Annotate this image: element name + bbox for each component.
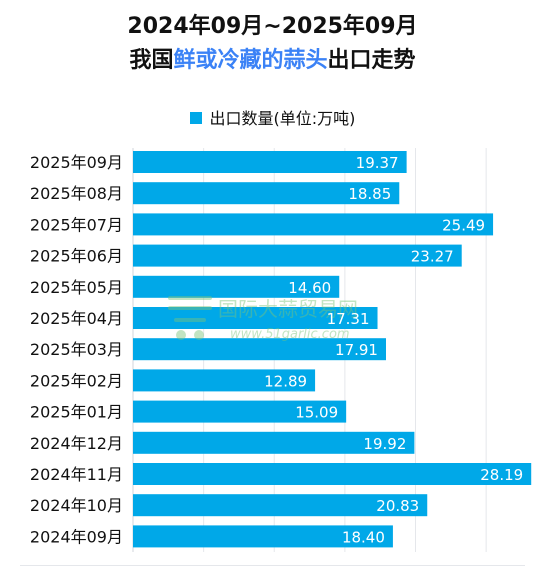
- subtitle-highlight: 鲜或冷藏的蒜头: [173, 48, 328, 73]
- bar-value-label: 25.49: [442, 216, 485, 234]
- category-label: 2025年05月: [30, 278, 123, 297]
- bar-value-label: 14.60: [288, 279, 331, 297]
- watermark-url: www.51garlic.com: [230, 327, 350, 342]
- bar: [133, 338, 386, 361]
- subtitle-prefix: 我国: [129, 48, 174, 73]
- bar: [133, 494, 428, 517]
- category-label: 2025年07月: [30, 215, 123, 234]
- bar: [133, 463, 532, 485]
- bar-value-label: 12.89: [264, 372, 307, 390]
- category-label: 2024年12月: [30, 434, 123, 453]
- category-label: 2025年01月: [30, 403, 123, 422]
- bar-value-label: 19.37: [356, 154, 399, 172]
- category-label: 2024年10月: [30, 496, 123, 515]
- category-label: 2025年09月: [30, 153, 123, 172]
- bar: [133, 244, 462, 267]
- legend-label: 出口数量(单位:万吨): [209, 109, 356, 128]
- bar-value-label: 18.40: [342, 528, 385, 546]
- subtitle-suffix: 出口走势: [327, 48, 416, 73]
- chart-title: 2024年09月~2025年09月: [127, 14, 418, 39]
- bar-value-label: 19.92: [363, 435, 406, 453]
- watermark-text: 国际大蒜贸易网: [218, 297, 358, 321]
- category-label: 2025年08月: [30, 184, 123, 203]
- bar: [133, 400, 347, 423]
- category-label: 2025年03月: [30, 340, 123, 359]
- bar: [133, 307, 378, 329]
- category-label: 2024年11月: [30, 465, 123, 484]
- bar-value-label: 17.31: [327, 310, 370, 328]
- bar: [133, 213, 494, 236]
- bars: [133, 151, 532, 548]
- bar-value-label: 20.83: [376, 497, 419, 515]
- category-label: 2025年02月: [30, 371, 123, 390]
- bar-value-label: 23.27: [411, 248, 454, 266]
- bar: [133, 369, 316, 392]
- bar-value-labels: 19.37 18.85 25.49 23.27 14.60 17.31 17.91 12.89…: [264, 154, 523, 546]
- bar: [133, 431, 415, 454]
- bar: [133, 525, 393, 548]
- bottom-divider: [20, 565, 525, 566]
- category-label: 2025年04月: [30, 309, 123, 328]
- legend-swatch: [189, 111, 202, 124]
- bar: [133, 182, 400, 205]
- bar: [133, 275, 340, 298]
- chart-legend: 出口数量(单位:万吨): [0, 105, 545, 129]
- category-label: 2024年09月: [30, 527, 123, 546]
- chart-subtitle: 我国鲜或冷藏的蒜头出口走势: [0, 44, 545, 78]
- garlic-logo-icon: [168, 296, 212, 340]
- bar-value-label: 18.85: [348, 185, 391, 203]
- category-label: 2025年06月: [30, 247, 123, 266]
- bar: [133, 151, 407, 173]
- category-labels: 2025年09月 2025年08月 2025年07月 2025年06月 2025年05月…: [30, 153, 123, 546]
- bar-value-label: 17.91: [335, 341, 378, 359]
- bar-value-label: 28.19: [480, 466, 523, 484]
- chart-title-block: 2024年09月~2025年09月 我国鲜或冷藏的蒜头出口走势: [0, 10, 545, 78]
- bar-value-label: 15.09: [295, 404, 338, 422]
- watermark: 国际大蒜贸易网 www.51garlic.com: [168, 296, 358, 342]
